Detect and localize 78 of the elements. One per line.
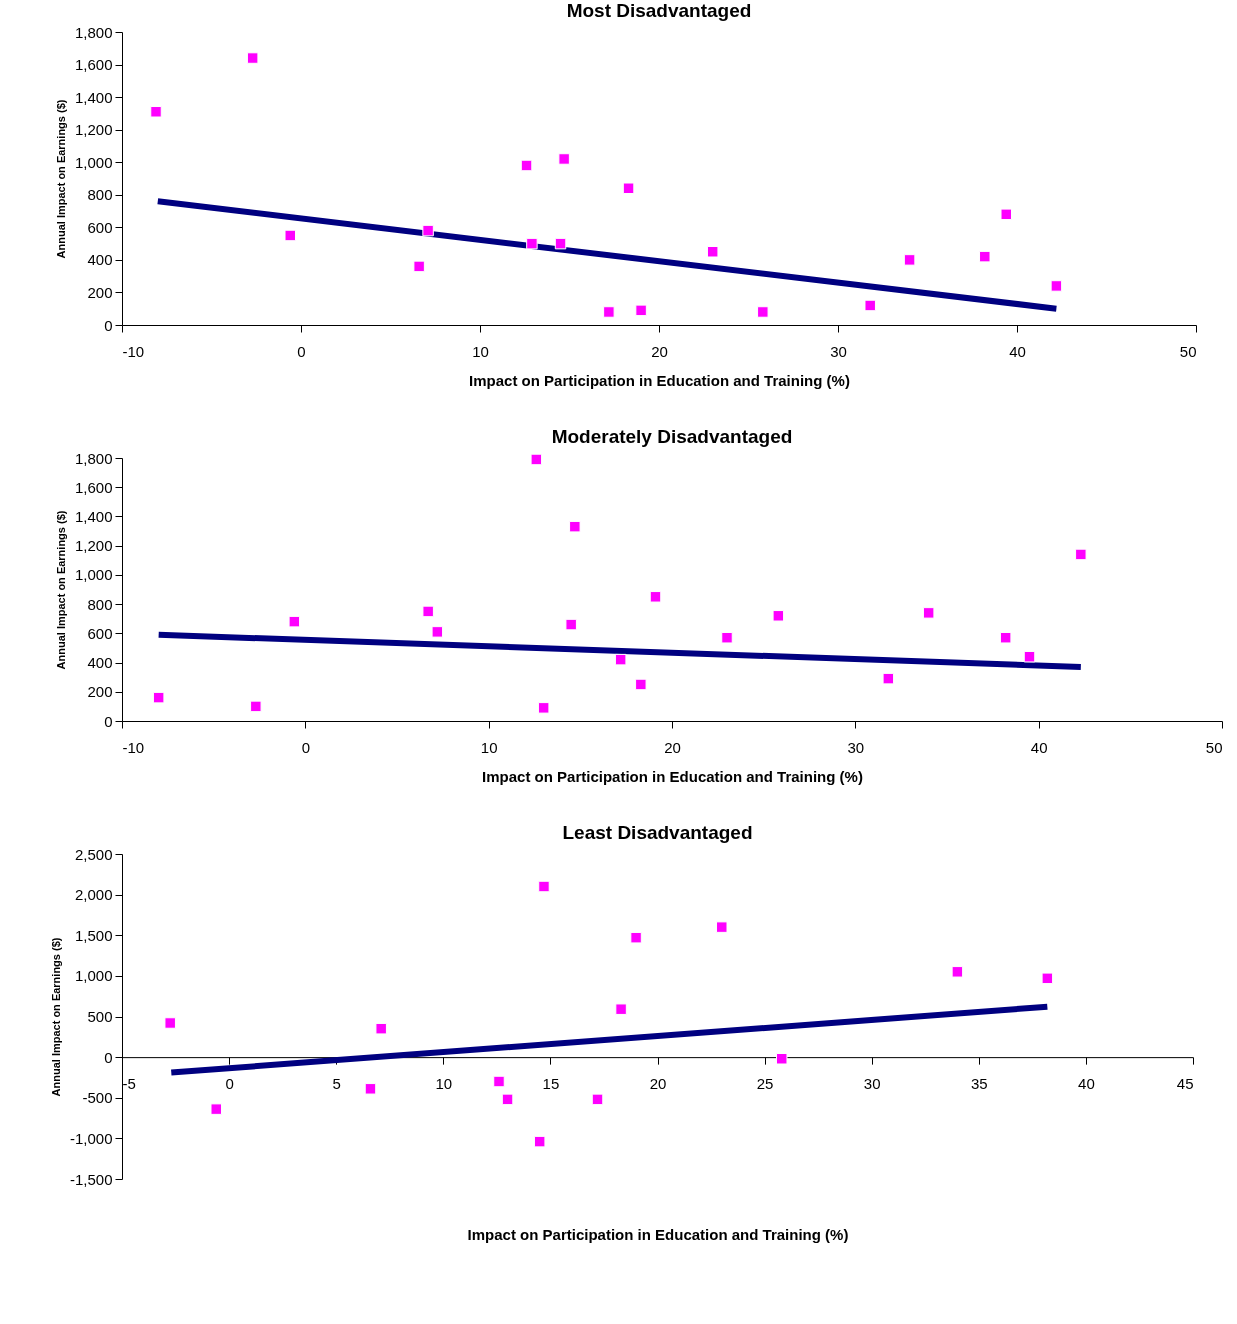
x-tick-label: 30 xyxy=(863,1074,881,1092)
y-tick-label: 600 xyxy=(87,218,113,236)
x-tick-label: 0 xyxy=(297,342,306,360)
x-tick-label: 40 xyxy=(1030,738,1048,756)
y-tick-label: 1,200 xyxy=(74,121,113,139)
x-tick-label: -10 xyxy=(122,342,145,360)
x-tick-label: 15 xyxy=(542,1074,560,1092)
y-tick-label: 1,500 xyxy=(74,926,113,944)
y-tick-label: 1,400 xyxy=(74,88,113,106)
x-tick-label: 25 xyxy=(756,1074,774,1092)
y-tick-label: 200 xyxy=(87,683,113,701)
y-tick-label: 1,000 xyxy=(74,153,113,171)
y-tick-label: 1,800 xyxy=(74,449,113,467)
x-tick-label: -5 xyxy=(122,1074,136,1092)
x-tick-label: 20 xyxy=(651,342,668,360)
x-tick-label: 35 xyxy=(970,1074,988,1092)
y-tick-label: 400 xyxy=(87,654,113,672)
y-tick-label: 0 xyxy=(104,316,113,334)
x-tick-label: 50 xyxy=(1179,342,1197,360)
chart-title: Most Disadvantaged xyxy=(566,0,752,21)
y-tick-label: 1,400 xyxy=(74,507,113,525)
point xyxy=(591,1093,604,1106)
y-axis-title: Annual Impact on Earnings ($) xyxy=(54,510,67,670)
x-tick-label: 5 xyxy=(332,1074,341,1092)
x-tick-label: 50 xyxy=(1205,738,1223,756)
y-tick-label: 800 xyxy=(87,595,113,613)
point xyxy=(716,921,728,933)
x-tick-label: 0 xyxy=(225,1074,234,1092)
y-tick-label: -1,500 xyxy=(69,1170,113,1188)
y-tick-label: 200 xyxy=(87,283,113,301)
y-tick-label: 500 xyxy=(87,1008,113,1025)
y-tick-label: -500 xyxy=(82,1089,113,1107)
y-tick-label: 400 xyxy=(87,251,113,269)
y-tick-label: 0 xyxy=(104,712,113,730)
point xyxy=(501,1093,514,1106)
y-tick-label: 2,000 xyxy=(74,886,113,904)
y-tick-label: 1,000 xyxy=(74,566,113,584)
x-tick-label: 30 xyxy=(830,342,847,360)
y-tick-label: -1,000 xyxy=(69,1129,113,1147)
y-axis-title: Annual Impact on Earnings ($) xyxy=(54,99,67,259)
y-tick-label: 2,500 xyxy=(74,845,113,863)
y-tick-label: 1,200 xyxy=(74,537,113,555)
y-tick-label: 1,600 xyxy=(74,478,113,496)
chart-title: Moderately Disadvantaged xyxy=(551,426,793,447)
point xyxy=(364,1083,377,1095)
point xyxy=(951,966,964,978)
x-tick-label: 20 xyxy=(649,1074,667,1092)
point xyxy=(1041,972,1054,985)
point xyxy=(630,931,642,944)
x-tick-label: 0 xyxy=(301,738,311,756)
y-tick-label: 800 xyxy=(87,186,113,204)
point xyxy=(493,1075,505,1088)
point xyxy=(533,1135,546,1148)
y-tick-label: 0 xyxy=(104,1048,113,1066)
x-tick-label: -10 xyxy=(122,738,145,756)
x-tick-label: 40 xyxy=(1009,342,1026,360)
x-axis-title: Impact on Participation in Education and Training (%) xyxy=(469,371,850,389)
point xyxy=(164,1017,176,1029)
x-axis-title: Impact on Participation in Education and Training (%) xyxy=(482,767,863,785)
x-tick-label: 40 xyxy=(1078,1074,1095,1092)
x-tick-label: 20 xyxy=(664,738,681,756)
x-axis-title: Impact on Participation in Education and Training (%) xyxy=(467,1225,849,1243)
x-tick-label: 10 xyxy=(472,342,489,360)
y-tick-label: 600 xyxy=(87,624,113,642)
point xyxy=(615,1003,627,1015)
point xyxy=(538,880,550,893)
x-tick-label: 30 xyxy=(847,738,865,756)
y-tick-label: 1,000 xyxy=(74,967,113,985)
y-axis-title: Annual Impact on Earnings ($) xyxy=(49,937,62,1097)
y-tick-label: 1,600 xyxy=(74,56,113,74)
point xyxy=(210,1103,222,1115)
x-tick-label: 10 xyxy=(480,738,498,756)
y-tick-label: 1,800 xyxy=(74,23,113,41)
x-tick-label: 45 xyxy=(1176,1074,1194,1092)
chart-title: Least Disadvantaged xyxy=(562,822,753,843)
x-tick-label: 10 xyxy=(435,1074,453,1092)
point xyxy=(775,1053,788,1065)
point xyxy=(375,1022,387,1035)
